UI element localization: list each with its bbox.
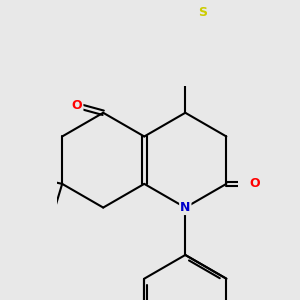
- Text: S: S: [198, 6, 207, 19]
- Text: O: O: [250, 177, 260, 190]
- Text: N: N: [180, 201, 190, 214]
- Text: O: O: [72, 99, 83, 112]
